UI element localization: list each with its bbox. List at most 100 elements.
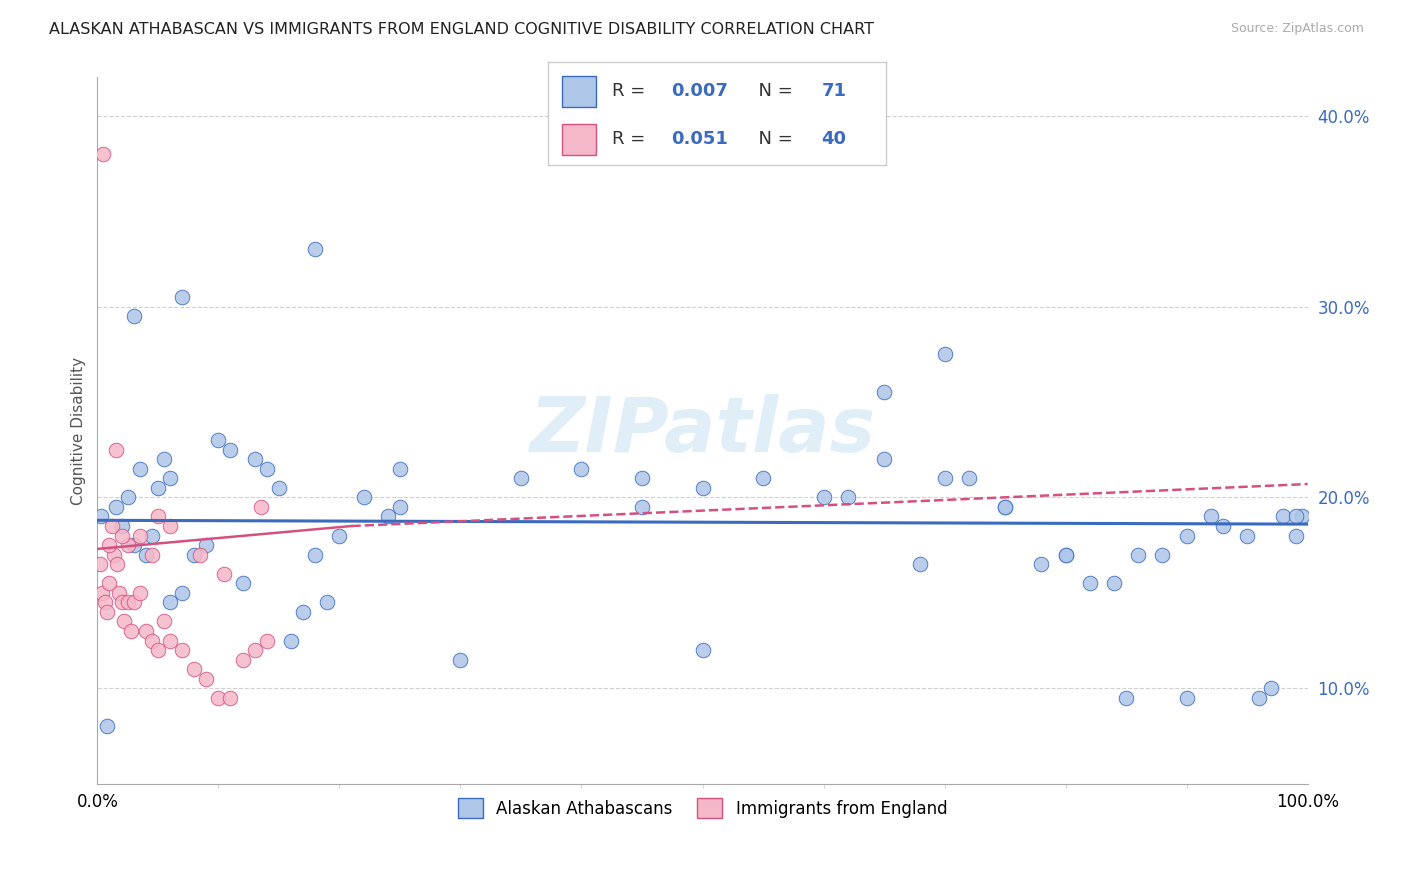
Point [122, 595, 145, 609]
Point [1260, 681, 1282, 696]
Point [146, 509, 169, 524]
Point [1212, 519, 1234, 533]
Point [249, 500, 271, 514]
Point [219, 690, 242, 705]
Point [141, 548, 163, 562]
Point [267, 481, 290, 495]
Point [104, 442, 127, 457]
Point [183, 662, 205, 676]
Point [280, 633, 302, 648]
Point [304, 548, 326, 562]
Point [146, 643, 169, 657]
Point [117, 595, 139, 609]
Text: 40: 40 [821, 130, 846, 148]
Point [188, 548, 211, 562]
Point [934, 471, 956, 485]
Point [994, 500, 1017, 514]
FancyBboxPatch shape [562, 124, 596, 155]
Point [110, 595, 132, 609]
Point [1102, 576, 1125, 591]
Point [122, 309, 145, 323]
Text: 0.051: 0.051 [672, 130, 728, 148]
Point [141, 633, 163, 648]
Point [449, 653, 471, 667]
Point [692, 481, 714, 495]
Point [101, 519, 124, 533]
Point [752, 471, 775, 485]
Point [105, 558, 128, 572]
Point [934, 347, 956, 361]
Point [243, 643, 266, 657]
Text: N =: N = [748, 130, 799, 148]
Point [1236, 528, 1258, 542]
Point [207, 433, 229, 447]
Point [89, 558, 111, 572]
Point [1152, 548, 1174, 562]
Point [994, 500, 1017, 514]
Point [90, 509, 112, 524]
Point [256, 462, 278, 476]
Point [873, 385, 896, 400]
Point [110, 528, 132, 542]
Point [104, 500, 127, 514]
Point [207, 690, 229, 705]
Text: ZIPatlas: ZIPatlas [530, 393, 876, 467]
Legend: Alaskan Athabascans, Immigrants from England: Alaskan Athabascans, Immigrants from Eng… [451, 791, 955, 825]
Point [1249, 690, 1271, 705]
Point [957, 471, 980, 485]
Point [1128, 548, 1150, 562]
Point [128, 528, 150, 542]
Text: N =: N = [748, 82, 799, 100]
Point [304, 242, 326, 256]
Point [170, 290, 193, 304]
Point [103, 548, 125, 562]
Point [91, 586, 114, 600]
Point [122, 538, 145, 552]
Point [153, 615, 176, 629]
Text: R =: R = [613, 82, 651, 100]
Text: R =: R = [613, 130, 651, 148]
Point [117, 491, 139, 505]
Point [873, 452, 896, 467]
Point [388, 462, 411, 476]
Point [159, 595, 181, 609]
Text: 0.007: 0.007 [672, 82, 728, 100]
Point [1291, 509, 1313, 524]
Point [108, 586, 131, 600]
Point [837, 491, 859, 505]
Point [1078, 576, 1101, 591]
Point [631, 500, 654, 514]
Point [195, 672, 218, 686]
Point [128, 462, 150, 476]
Text: Source: ZipAtlas.com: Source: ZipAtlas.com [1230, 22, 1364, 36]
Point [159, 471, 181, 485]
Point [135, 624, 157, 638]
Point [195, 538, 218, 552]
Point [1054, 548, 1077, 562]
Point [692, 643, 714, 657]
Point [117, 538, 139, 552]
Point [141, 528, 163, 542]
Point [214, 566, 236, 581]
Point [232, 576, 254, 591]
Point [388, 500, 411, 514]
Point [96, 719, 118, 733]
Point [328, 528, 350, 542]
Point [510, 471, 533, 485]
Point [910, 558, 932, 572]
Point [292, 605, 315, 619]
Point [120, 624, 142, 638]
Point [353, 491, 375, 505]
Point [1115, 690, 1137, 705]
Point [98, 538, 121, 552]
Point [128, 586, 150, 600]
Point [256, 633, 278, 648]
Point [1031, 558, 1053, 572]
Point [316, 595, 339, 609]
Point [813, 491, 835, 505]
Point [1272, 509, 1295, 524]
Point [93, 146, 115, 161]
Point [135, 548, 157, 562]
Text: ALASKAN ATHABASCAN VS IMMIGRANTS FROM ENGLAND COGNITIVE DISABILITY CORRELATION C: ALASKAN ATHABASCAN VS IMMIGRANTS FROM EN… [49, 22, 875, 37]
FancyBboxPatch shape [562, 76, 596, 106]
